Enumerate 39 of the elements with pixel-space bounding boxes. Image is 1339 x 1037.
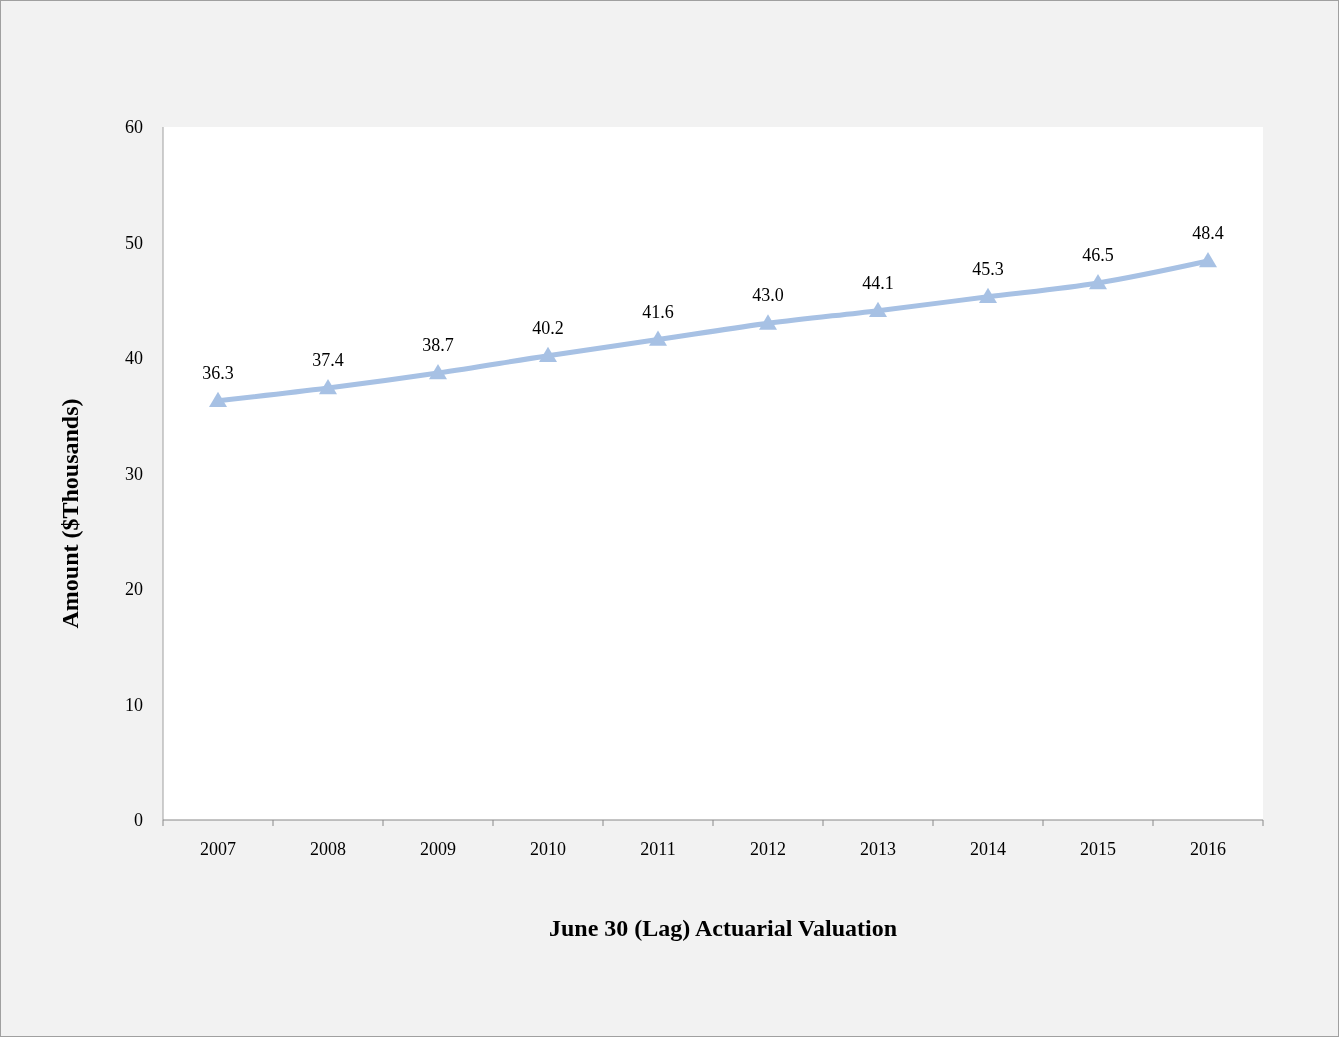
y-tick-label: 40 [125,348,143,369]
x-tick-label: 2007 [200,839,236,859]
y-tick-label: 60 [125,117,143,138]
point [979,287,997,304]
data-label: 40.2 [532,317,564,338]
data-label: 48.4 [1192,222,1224,243]
point [649,330,667,346]
y-axis-title: Amount ($Thousands) [57,398,83,629]
point [759,314,777,330]
y-tick-label: 0 [134,810,143,831]
y-tick-label: 10 [125,694,143,715]
point [869,301,887,317]
x-tick-label: 2011 [640,839,676,859]
data-label: 36.3 [202,362,234,383]
y-tick-label: 30 [125,463,143,484]
x-tick-label: 2015 [1080,839,1116,859]
y-tick-label: 20 [125,579,143,600]
data-label: 44.1 [862,272,894,293]
data-label: 45.3 [972,258,1004,279]
point [1089,273,1107,290]
point [1199,251,1217,268]
point [319,379,337,395]
x-tick-label: 2009 [420,839,456,859]
x-tick-label: 2013 [860,839,896,859]
data-label: 38.7 [422,335,454,356]
x-tick-label: 2012 [750,839,786,859]
data-label: 37.4 [312,350,344,371]
x-axis-title: June 30 (Lag) Actuarial Valuation [548,915,898,941]
point [539,346,557,362]
point [429,364,447,380]
data-label: 43.0 [752,285,784,306]
data-label: 41.6 [642,301,674,322]
point [209,391,227,408]
data-label: 46.5 [1082,244,1114,265]
x-tick-label: 2016 [1190,839,1226,859]
x-tick-label: 2014 [970,839,1006,859]
x-tick-label: 2008 [310,839,346,859]
y-tick-label: 50 [125,232,143,253]
x-tick-label: 2010 [530,839,566,859]
